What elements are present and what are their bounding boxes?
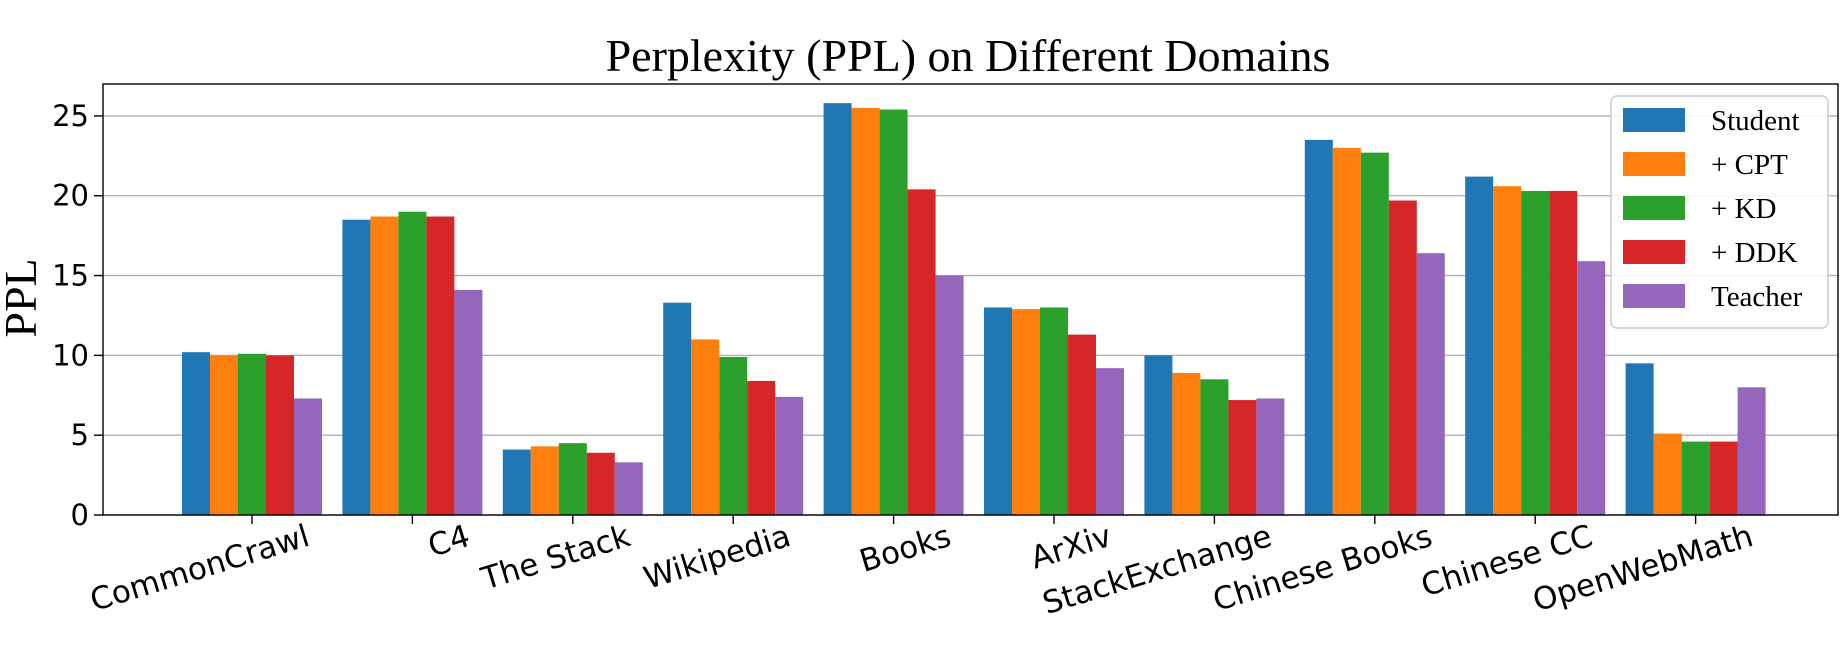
bar-openwebmath-student [1625,363,1654,515]
y-tick-label-0: 0 [71,498,89,532]
legend-swatch-kd [1623,196,1685,220]
bar-openwebmath-ddk [1709,441,1738,515]
x-tick-label-the-stack: The Stack [476,518,634,598]
y-tick-labels: 0 5 10 15 20 25 [52,99,89,532]
bar-chinese-books-kd [1360,152,1389,515]
legend-label-teacher: Teacher [1711,281,1803,313]
bar-the-stack-teacher [614,462,643,515]
axes [94,83,1839,524]
bar-openwebmath-teacher [1737,387,1766,515]
bar-openwebmath-cpt [1653,433,1682,515]
y-tick-label-20: 20 [52,179,89,213]
bar-arxiv-student [984,307,1012,515]
bar-stackexchange-ddk [1228,400,1257,515]
legend-label-student: Student [1711,105,1800,137]
legend-label-cpt: + CPT [1711,149,1788,181]
bar-chinese-cc-teacher [1577,261,1606,515]
bar-c4-kd [398,211,427,515]
bar-stackexchange-kd [1200,379,1229,515]
bar-arxiv-ddk [1068,334,1096,515]
bar-books-cpt [851,107,880,515]
bar-chinese-cc-kd [1521,190,1550,516]
bar-c4-teacher [454,289,483,515]
bar-wikipedia-teacher [775,396,804,515]
legend-label-ddk: + DDK [1711,237,1797,269]
y-tick-label-10: 10 [52,338,89,372]
y-axis-label: PPL [0,258,46,337]
legend-swatch-ddk [1623,240,1685,264]
bar-books-teacher [935,275,964,515]
x-tick-label-books: Books [855,518,955,580]
legend-swatch-student [1623,108,1685,132]
legend: Student + CPT + KD + DDK Teacher [1610,95,1829,329]
bar-c4-ddk [426,216,455,515]
bar-arxiv-teacher [1096,368,1124,515]
bar-arxiv-cpt [1012,309,1040,515]
bar-commoncrawl-teacher [294,398,322,515]
x-tick-label-commoncrawl: CommonCrawl [86,518,314,619]
bar-chinese-cc-ddk [1549,190,1578,516]
plot-frame [102,83,1839,516]
bar-commoncrawl-student [182,352,210,515]
bar-openwebmath-kd [1681,441,1710,515]
x-tick-label-c4: C4 [424,518,474,565]
bar-chinese-books-student [1304,139,1333,516]
bar-books-student [823,103,852,516]
bar-c4-student [342,219,371,515]
y-tick-label-25: 25 [52,99,89,133]
bar-chinese-cc-student [1465,176,1494,515]
bar-commoncrawl-cpt [210,355,238,515]
bar-chinese-books-cpt [1332,147,1361,515]
x-tick-labels: CommonCrawl C4 The Stack Wikipedia Books ArXi… [86,518,1757,622]
bar-books-kd [879,109,908,515]
y-tick-label-5: 5 [71,418,89,452]
bar-the-stack-student [502,449,531,515]
bar-wikipedia-cpt [691,339,720,515]
bars [182,103,1766,516]
bar-commoncrawl-kd [238,353,266,515]
bar-the-stack-kd [558,443,587,515]
legend-swatch-teacher [1623,284,1685,308]
bar-wikipedia-ddk [747,380,776,515]
bar-wikipedia-student [663,302,692,515]
bar-wikipedia-kd [719,356,748,515]
y-tick-label-15: 15 [52,259,89,293]
bar-books-ddk [907,189,936,515]
bar-commoncrawl-ddk [266,355,294,515]
bar-chinese-books-ddk [1388,200,1417,515]
bar-stackexchange-cpt [1172,372,1201,515]
x-tick-label-wikipedia: Wikipedia [640,518,795,597]
bar-c4-cpt [370,216,399,515]
bar-the-stack-ddk [586,452,615,515]
legend-label-kd: + KD [1711,193,1777,225]
bar-chinese-books-teacher [1416,253,1445,516]
bar-arxiv-kd [1040,307,1068,515]
bar-stackexchange-student [1144,355,1173,515]
bar-stackexchange-teacher [1256,398,1285,515]
chart-title: Perplexity (PPL) on Different Domains [606,30,1331,81]
bar-the-stack-cpt [530,446,559,515]
bar-chinese-cc-cpt [1493,186,1522,515]
legend-swatch-cpt [1623,152,1685,176]
